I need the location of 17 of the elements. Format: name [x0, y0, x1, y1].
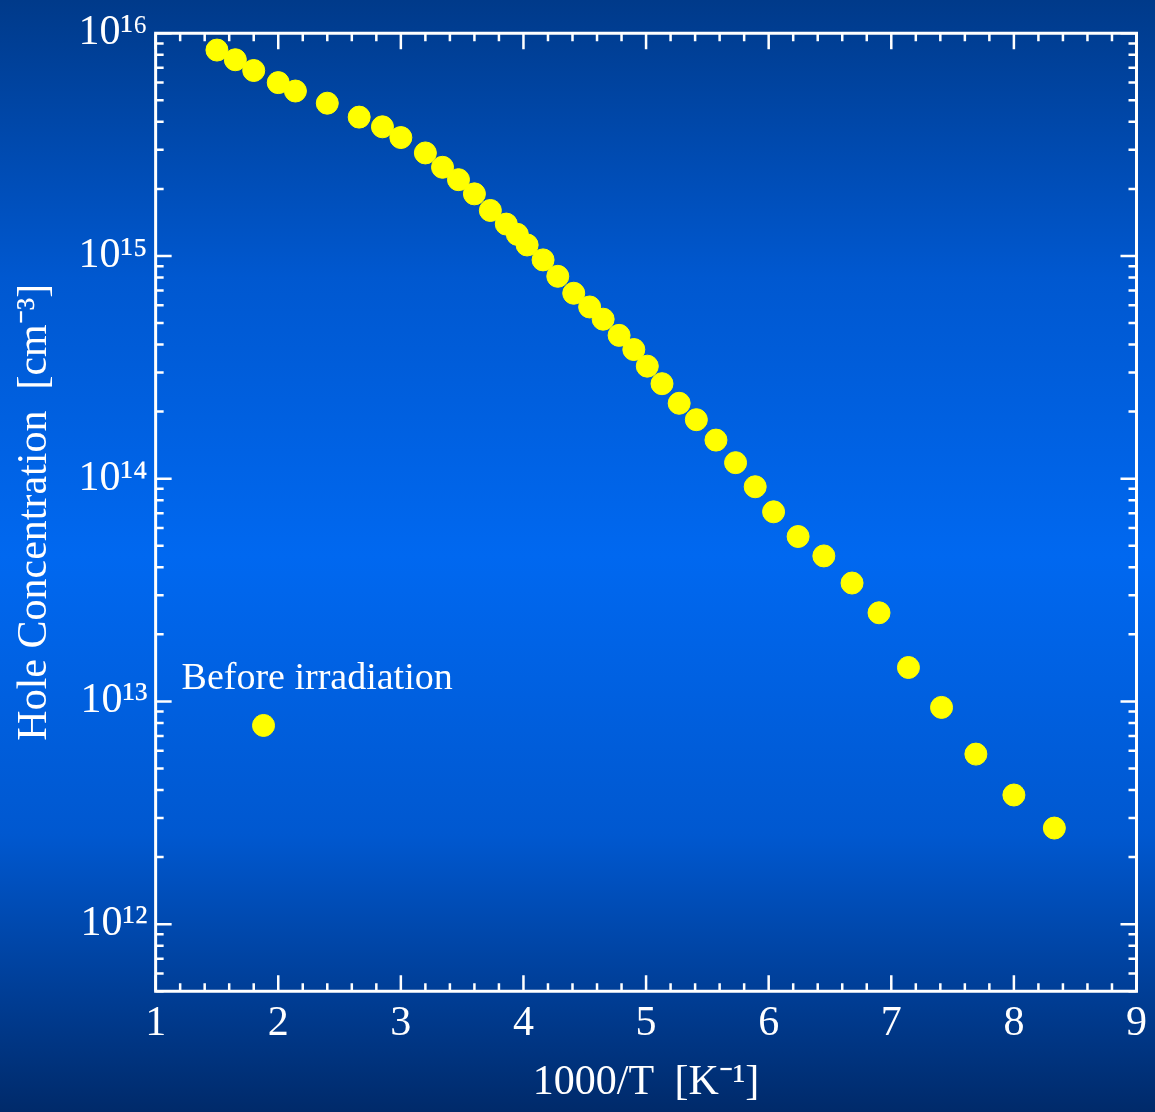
y-tick-label: 10¹²	[80, 898, 148, 945]
y-tick-label: 10¹⁴	[78, 452, 148, 499]
x-tick-label: 7	[880, 998, 902, 1045]
annotation: Before irradiation	[181, 655, 453, 698]
x-tick-label: 5	[635, 998, 657, 1045]
x-tick-label: 3	[390, 998, 412, 1045]
x-tick-label: 9	[1126, 998, 1147, 1045]
y-tick-label: 10¹³	[80, 675, 148, 722]
x-tick-label: 6	[758, 998, 780, 1045]
x-tick-label: 8	[1003, 998, 1025, 1045]
x-tick-label: 2	[267, 998, 289, 1045]
x-axis-title: 1000/T [K⁻¹]	[532, 1056, 760, 1103]
y-axis-title: Hole Concentration [cm⁻³]	[9, 283, 56, 741]
x-tick-label: 1	[145, 998, 167, 1045]
x-tick-label: 4	[512, 998, 534, 1045]
y-tick-label: 10¹⁶	[78, 7, 148, 54]
y-tick-label: 10¹⁵	[78, 229, 148, 276]
